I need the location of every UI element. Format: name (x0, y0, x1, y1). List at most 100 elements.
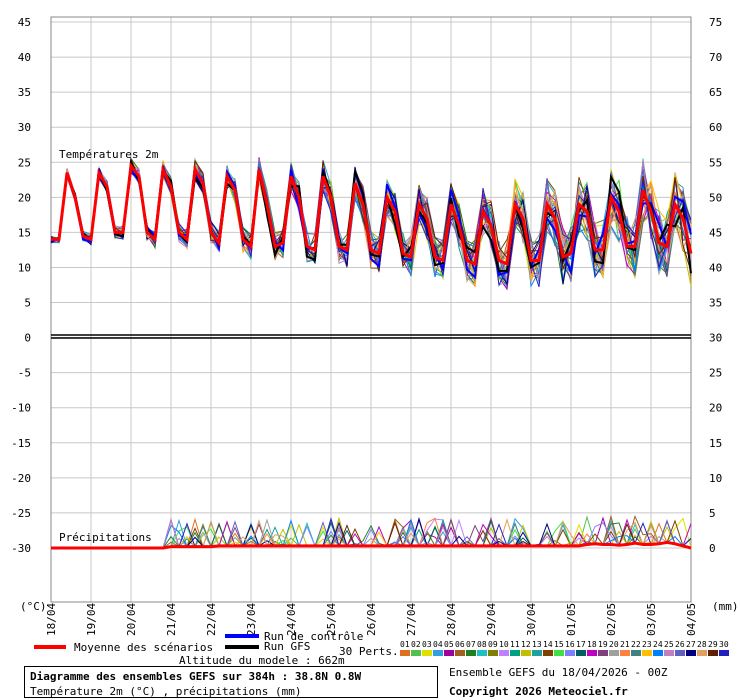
pert-swatch (554, 650, 564, 656)
pert-number: 23 (642, 640, 652, 649)
temp-section-label: Températures 2m (59, 148, 159, 161)
left-axis-ticks: 45 40 35 30 25 20 15 10 5 0 -5 -10 -15 -20 -25 -30 (11, 16, 31, 555)
pert-number: 07 (466, 640, 476, 649)
pert-number: 04 (433, 640, 443, 649)
pert-number: 30 (719, 640, 729, 649)
left-tick-label: 40 (18, 51, 31, 64)
pert-swatch (455, 650, 465, 656)
pert-swatch (609, 650, 619, 656)
legend-control-label: Run de contrôle (264, 630, 363, 643)
pert-number: 27 (686, 640, 696, 649)
copyright: Copyright 2026 Meteociel.fr (449, 685, 628, 698)
pert-number: 28 (697, 640, 707, 649)
pert-number: 12 (521, 640, 531, 649)
pert-number: 06 (455, 640, 465, 649)
pert-swatch (565, 650, 575, 656)
pert-swatch (675, 650, 685, 656)
pert-swatch (488, 650, 498, 656)
left-tick-label: -25 (11, 507, 31, 520)
pert-number: 24 (653, 640, 663, 649)
pert-swatch (620, 650, 630, 656)
mean-precip-line (51, 540, 692, 550)
pert-swatch (477, 650, 487, 656)
pert-number: 02 (411, 640, 421, 649)
right-tick-label: 75 (709, 16, 722, 29)
pert-swatch (466, 650, 476, 656)
pert-number: 25 (664, 640, 674, 649)
legend-perts-label: 30 Perts. (339, 645, 399, 658)
pert-number: 03 (422, 640, 432, 649)
pert-number: 22 (631, 640, 641, 649)
right-tick-label: 10 (709, 472, 722, 485)
left-tick-label: -15 (11, 437, 31, 450)
left-tick-label: 45 (18, 16, 31, 29)
right-tick-label: 20 (709, 402, 722, 415)
pert-swatch (708, 650, 718, 656)
right-tick-label: 55 (709, 156, 722, 169)
pert-number: 05 (444, 640, 454, 649)
x-tick-label: 25/04 (325, 603, 338, 636)
pert-number: 11 (510, 640, 520, 649)
right-tick-label: 0 (709, 542, 716, 555)
mean-lines (50, 158, 693, 550)
pert-swatch (510, 650, 520, 656)
x-tick-label: 20/04 (125, 603, 138, 636)
x-axis-labels: 18/04 19/04 20/04 21/04 22/04 23/04 24/04 25/04… (45, 603, 698, 636)
x-tick-label: 21/04 (165, 603, 178, 636)
pert-swatch (543, 650, 553, 656)
pert-number: 21 (620, 640, 630, 649)
legend-pert-swatches: 01 02 03 04 05 06 07 08 09 10 11 12 13 14 15 16 17 18 19 20… (400, 640, 729, 656)
x-tick-label: 03/05 (645, 603, 658, 636)
pert-swatch (664, 650, 674, 656)
right-tick-label: 30 (709, 332, 722, 345)
pert-swatch (653, 650, 663, 656)
mean-temp-line (51, 161, 693, 267)
pert-swatch (433, 650, 443, 656)
pert-number: 20 (609, 640, 619, 649)
x-tick-label: 23/04 (245, 603, 258, 636)
left-tick-label: -30 (11, 542, 31, 555)
pert-number: 13 (532, 640, 542, 649)
left-tick-label: -10 (11, 402, 31, 415)
pert-number: 16 (565, 640, 575, 649)
right-tick-label: 5 (709, 507, 716, 520)
ensemble-date: Ensemble GEFS du 18/04/2026 - 00Z (449, 666, 668, 679)
info-title: Diagramme des ensembles GEFS sur 384h : … (30, 670, 362, 683)
pert-number: 26 (675, 640, 685, 649)
x-tick-label: 04/05 (685, 603, 698, 636)
pert-swatch (532, 650, 542, 656)
pert-number: 18 (587, 640, 597, 649)
pert-number: 17 (576, 640, 586, 649)
pert-number: 19 (598, 640, 608, 649)
right-tick-label: 45 (709, 226, 722, 239)
pert-number: 29 (708, 640, 718, 649)
pert-swatch (587, 650, 597, 656)
info-box: Diagramme des ensembles GEFS sur 384h : … (24, 666, 438, 698)
precip-section-label: Précipitations (59, 531, 152, 544)
pert-swatch (444, 650, 454, 656)
right-tick-label: 40 (709, 261, 722, 274)
pert-swatch (642, 650, 652, 656)
right-tick-label: 60 (709, 121, 722, 134)
pert-swatch (598, 650, 608, 656)
x-tick-label: 24/04 (285, 603, 298, 636)
left-tick-label: -20 (11, 472, 31, 485)
x-tick-label: 22/04 (205, 603, 218, 636)
x-tick-label: 27/04 (405, 603, 418, 636)
left-tick-label: 5 (24, 297, 31, 310)
left-tick-label: 35 (18, 86, 31, 99)
right-tick-label: 70 (709, 51, 722, 64)
pert-swatch (422, 650, 432, 656)
pert-number: 10 (499, 640, 509, 649)
legend-mean-label: Moyenne des scénarios (74, 641, 213, 654)
left-tick-label: 25 (18, 156, 31, 169)
right-tick-label: 15 (709, 437, 722, 450)
pert-swatch (411, 650, 421, 656)
pert-swatch (499, 650, 509, 656)
x-tick-label: 29/04 (485, 603, 498, 636)
left-tick-label: 10 (18, 261, 31, 274)
right-tick-label: 35 (709, 297, 722, 310)
plot-border (50, 16, 692, 603)
